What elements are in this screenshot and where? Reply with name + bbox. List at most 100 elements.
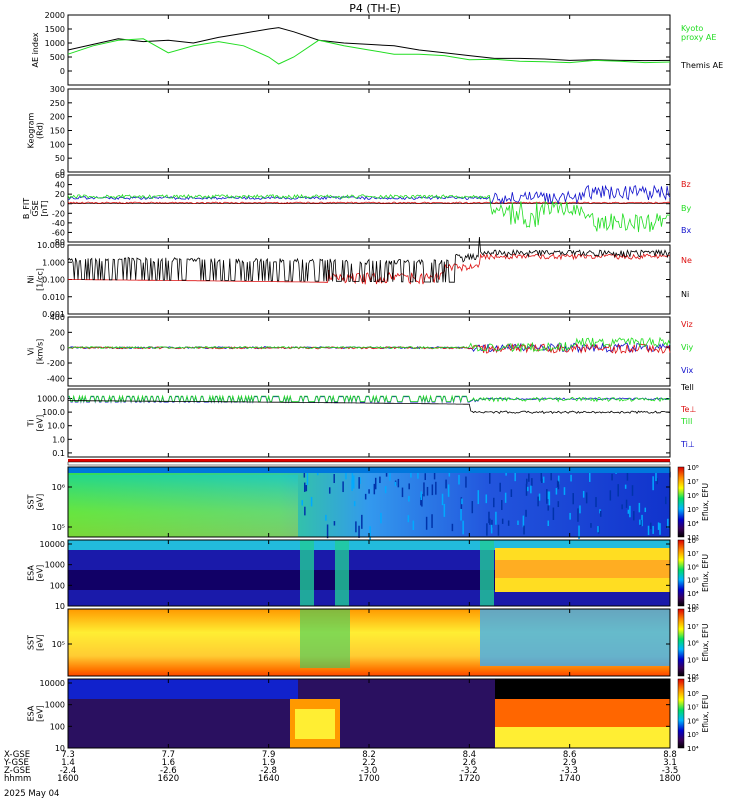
esa-ion-panel-ylabel-0: ESA	[27, 565, 36, 581]
keogram-panel-ytick-label: 100	[50, 140, 65, 149]
sst-ion-panel-noise	[525, 509, 527, 517]
sst-ion-panel-noise	[401, 487, 404, 498]
bfield-panel-legend-1: By	[681, 204, 691, 213]
esa-ele-panel-cbar-tick: 10⁹	[687, 676, 699, 684]
velocity-panel-ylabel-1: [km/s]	[36, 339, 45, 365]
x-tick-label-t: 1620	[158, 774, 180, 784]
sst-ion-panel-noise	[578, 525, 580, 540]
sst-ion-panel-noise	[667, 518, 669, 529]
sst-ion-panel-noise	[528, 473, 530, 482]
keogram-panel-ytick-label: 250	[50, 99, 65, 108]
bfield-panel-ylabel-2: [nT]	[40, 200, 49, 216]
sst-ion-panel-noise	[426, 486, 429, 496]
bfield-panel-bz-line	[67, 201, 671, 205]
sst-ion-panel-noise	[328, 487, 331, 494]
bfield-panel-by-line	[67, 193, 671, 233]
sst-ion-panel-noise	[379, 476, 381, 484]
bfield-panel-legend-0: Bz	[681, 180, 691, 189]
x-tick-label-x: 8.6	[563, 750, 577, 760]
keogram-panel-ytick-label: 200	[50, 113, 65, 122]
sst-ion-panel-noise	[384, 486, 387, 494]
sst-ion-panel-noise	[485, 494, 488, 504]
esa-ele-panel-hot-block	[495, 699, 670, 727]
sst-ion-panel-noise	[550, 470, 552, 481]
sst-ion-panel-noise	[625, 499, 628, 508]
sst-ion-panel-noise	[358, 477, 360, 489]
x-tick-label-t: 1720	[459, 774, 481, 784]
bfield-panel-ytick-label: -40	[52, 219, 65, 228]
sst-ion-panel-noise	[547, 520, 550, 526]
bfield-panel-ytick-label: -20	[52, 209, 65, 218]
sst-ion-panel-noise	[617, 484, 619, 497]
sst-ion-panel-noise	[537, 496, 539, 507]
x-tick-label-z: -3.0	[361, 766, 378, 776]
sst-ion-panel-noise	[491, 519, 493, 528]
x-tick-label-z: -3.3	[561, 766, 578, 776]
sst-ion-panel-noise	[599, 510, 602, 517]
sst-ion-panel-noise	[408, 483, 410, 490]
sst-ion-panel-noise	[477, 490, 480, 505]
sst-ion-panel-noise	[665, 496, 667, 505]
esa-ele-panel-cbar-label: Eflux, EFU	[701, 695, 710, 733]
sst-ion-panel-noise	[609, 490, 612, 501]
velocity-panel-ytick-label: 400	[50, 313, 65, 322]
sst-ion-panel-noise	[644, 507, 647, 513]
sst-ion-panel-noise	[435, 481, 437, 495]
velocity-panel-ytick-label: 0	[60, 344, 65, 353]
temperature-panel-frame	[67, 388, 671, 458]
sst-ion-panel-noise	[589, 467, 591, 482]
sst-ion-panel-cbar-label: Eflux, EFU	[701, 483, 710, 521]
esa-ele-panel-ylabel-0: ESA	[27, 705, 36, 721]
bfield-panel-ylabel-1: GSE	[31, 200, 40, 216]
bfield-panel-frame	[67, 174, 671, 243]
sst-ion-panel-noise	[417, 468, 419, 479]
sst-ion-panel-noise	[353, 501, 356, 507]
velocity-panel-legend-0: Viz	[681, 320, 693, 329]
temperature-panel-ytick-label: 1000.0	[37, 395, 65, 404]
sst-ion-panel-noise	[458, 474, 460, 485]
sst-ion-panel-noise	[397, 478, 400, 488]
sst-ion-panel-noise	[523, 525, 525, 535]
sst-ion-panel-noise	[351, 472, 354, 484]
keogram-panel-frame	[67, 88, 671, 173]
x-tick-label-z: -2.8	[260, 766, 277, 776]
bfield-panel-ytick-label: -60	[52, 228, 65, 237]
sst-ion-panel-noise	[657, 522, 660, 530]
x-tick-label-y: 2.2	[362, 758, 376, 768]
sst-ion-panel-noise	[542, 476, 545, 483]
sst-ion-panel-noise	[374, 477, 377, 490]
velocity-panel-ytick-label: -400	[47, 374, 65, 383]
esa-ele-panel-ytick-label: 10	[55, 744, 65, 753]
density-panel-ytick-label: 0.100	[42, 276, 65, 285]
sst-ion-panel-noise	[639, 519, 641, 525]
esa-ele-panel-ytick-label: 100	[50, 722, 65, 731]
sst-ion-panel-noise	[547, 505, 549, 511]
sst-ion-panel-noise	[333, 473, 335, 484]
sst-ion-panel-noise	[420, 491, 422, 501]
x-tick-label-t: 1800	[659, 774, 681, 784]
sst-ion-panel-noise	[611, 473, 613, 481]
esa-ele-panel-burst-core	[295, 709, 335, 739]
sst-ion-panel-noise	[369, 526, 371, 540]
esa-ion-panel-ytick-label: 10	[55, 602, 65, 611]
esa-ele-panel-cbar-tick: 10⁸	[687, 690, 699, 698]
temperature-panel-ytick-label: 1.0	[52, 435, 65, 444]
sst-ion-panel-noise	[493, 497, 495, 508]
sst-ion-panel-noise	[443, 503, 446, 517]
ae-panel-ytick-label: 0	[60, 67, 65, 76]
x-tick-label-z: -2.4	[60, 766, 77, 776]
sst-ele-panel-cool-block	[480, 609, 670, 666]
sst-ion-panel-noise	[353, 475, 355, 489]
sst-ion-panel-noise	[306, 471, 309, 486]
sst-ion-panel-noise	[351, 479, 353, 491]
temperature-panel-till-line	[68, 394, 671, 404]
temperature-panel-tell-line	[68, 400, 671, 415]
x-tick-label-y: 3.1	[663, 758, 677, 768]
velocity-panel-ytick-label: -200	[47, 359, 65, 368]
bfield-panel-ytick-label: 0	[60, 200, 65, 209]
sst-ion-panel-noise	[489, 470, 491, 484]
sst-ion-panel-noise	[659, 523, 661, 535]
sst-ion-panel-noise	[527, 486, 529, 492]
sst-ion-panel-noise	[486, 523, 488, 536]
